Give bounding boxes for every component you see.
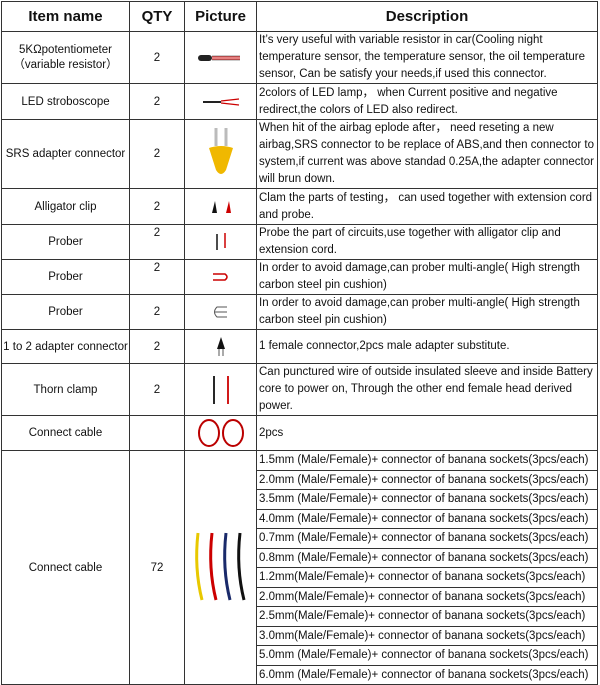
item-qty: 2 — [129, 119, 185, 189]
header-picture: Picture — [184, 1, 257, 32]
item-qty: 2 — [129, 188, 185, 225]
header-description: Description — [256, 1, 598, 32]
cable-spec: 3.0mm(Male/Female)+ connector of banana … — [256, 625, 598, 646]
cable-coil-icon — [185, 417, 256, 449]
cable-spec: 4.0mm (Male/Female)+ connector of banana… — [256, 508, 598, 529]
table-row: Prober 2 In order to avoid damage,can pr… — [1, 259, 598, 295]
item-qty: 2 — [129, 329, 185, 364]
item-picture — [184, 188, 257, 225]
bent-prober-icon — [185, 270, 256, 284]
cable-spec: 2.0mm(Male/Female)+ connector of banana … — [256, 586, 598, 607]
item-description: 2colors of LED lamp， when Current positi… — [256, 83, 598, 120]
item-picture — [184, 259, 257, 295]
multi-prober-icon — [185, 304, 256, 320]
item-name: Connect cable — [1, 450, 130, 685]
prober-icon — [185, 232, 256, 252]
item-qty: 72 — [129, 450, 185, 685]
item-picture — [184, 224, 257, 260]
item-description: Clam the parts of testing， can used toge… — [256, 188, 598, 225]
cable-spec: 2.5mm(Male/Female)+ connector of banana … — [256, 606, 598, 627]
table-row: Prober 2 In order to avoid damage,can pr… — [1, 294, 598, 330]
item-picture — [184, 450, 257, 685]
table-row: Thorn clamp 2 Can punctured wire of outs… — [1, 363, 598, 416]
item-picture — [184, 294, 257, 330]
item-name: LED stroboscope — [1, 83, 130, 120]
table-row: 1 to 2 adapter connector 2 1 female conn… — [1, 329, 598, 364]
cable-spec: 0.8mm (Male/Female)+ connector of banana… — [256, 547, 598, 568]
table-row: 3.0mm(Male/Female)+ connector of banana … — [2, 625, 598, 646]
item-qty: 2 — [129, 224, 185, 260]
item-name: Alligator clip — [1, 188, 130, 225]
cable-spec: 1.2mm(Male/Female)+ connector of banana … — [256, 567, 598, 588]
item-picture — [184, 415, 257, 451]
cable-spec: 0.7mm (Male/Female)+ connector of banana… — [256, 528, 598, 549]
item-picture — [184, 363, 257, 416]
thorn-clamp-icon — [185, 374, 256, 406]
cable-spec: 2.0mm (Male/Female)+ connector of banana… — [256, 469, 598, 490]
item-description: In order to avoid damage,can prober mult… — [256, 259, 598, 295]
header-qty: QTY — [129, 1, 185, 32]
table-row: Connect cable 72 1.5mm (Male/Female)+ co… — [1, 450, 598, 685]
table-row: Prober 2 Probe the part of circuits,use … — [1, 224, 598, 260]
item-picture — [184, 31, 257, 84]
item-picture — [184, 329, 257, 364]
item-description: In order to avoid damage,can prober mult… — [256, 294, 598, 330]
cable-spec: 3.5mm (Male/Female)+ connector of banana… — [256, 489, 598, 510]
item-description: 2pcs — [256, 415, 598, 451]
item-name: Prober — [1, 294, 130, 330]
table-row: 5KΩpotentiometer （variable resistor） 2 It… — [1, 31, 598, 84]
cable-spec: 1.5mm (Male/Female)+ connector of banana… — [256, 450, 598, 471]
item-qty: 2 — [129, 259, 185, 295]
cable-spec: 5.0mm (Male/Female)+ connector of banana… — [256, 645, 598, 666]
header-row: Item name QTY Picture Description — [1, 1, 598, 32]
alligator-clip-icon — [185, 199, 256, 215]
table-row: Alligator clip 2 Clam the parts of testi… — [1, 188, 598, 225]
item-picture — [184, 119, 257, 189]
adapter-icon — [185, 336, 256, 358]
cable-spec: 6.0mm (Male/Female)+ connector of banana… — [256, 664, 598, 685]
item-name: Thorn clamp — [1, 363, 130, 416]
item-picture — [184, 83, 257, 120]
table-row: 0.8mm (Male/Female)+ connector of banana… — [2, 547, 598, 568]
item-name: 5KΩpotentiometer （variable resistor） — [1, 31, 130, 84]
header-item-name: Item name — [1, 1, 130, 32]
banana-cables-icon — [185, 528, 256, 608]
table-row: SRS adapter connector 2 When hit of the … — [1, 119, 598, 189]
item-name: Prober — [1, 224, 130, 260]
srs-adapter-icon — [185, 126, 256, 182]
item-description: 1 female connector,2pcs male adapter sub… — [256, 329, 598, 364]
item-qty — [129, 415, 185, 451]
table-row: LED stroboscope 2 2colors of LED lamp， w… — [1, 83, 598, 120]
item-name: SRS adapter connector — [1, 119, 130, 189]
item-name: Connect cable — [1, 415, 130, 451]
potentiometer-icon — [185, 52, 256, 64]
item-qty: 2 — [129, 294, 185, 330]
item-name: 1 to 2 adapter connector — [1, 329, 130, 364]
item-description: Probe the part of circuits,use together … — [256, 224, 598, 260]
item-description: When hit of the airbag eplode after， nee… — [256, 119, 598, 189]
item-qty: 2 — [129, 31, 185, 84]
table-row: Connect cable 2pcs — [1, 415, 598, 451]
item-qty: 2 — [129, 83, 185, 120]
item-description: Can punctured wire of outside insulated … — [256, 363, 598, 416]
led-icon — [185, 97, 256, 107]
item-name: Prober — [1, 259, 130, 295]
item-qty: 2 — [129, 363, 185, 416]
item-description: It’s very useful with variable resistor … — [256, 31, 598, 84]
